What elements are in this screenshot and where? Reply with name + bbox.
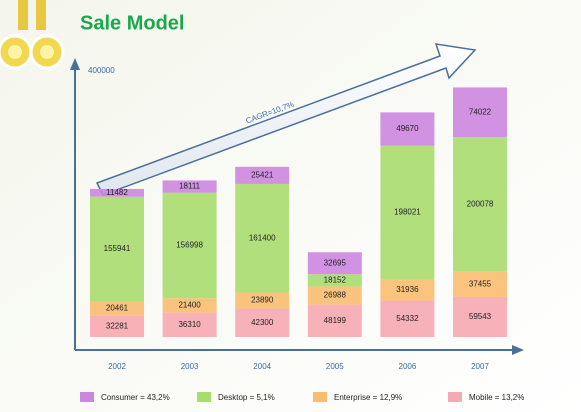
data-label: 59543	[469, 312, 492, 321]
bar-segment	[380, 300, 435, 337]
data-label: 198021	[394, 208, 421, 217]
data-label: 18111	[179, 182, 201, 191]
x-tick-label: 2007	[471, 362, 489, 371]
bar-segment	[307, 252, 362, 275]
data-label: 23890	[251, 296, 274, 305]
bar-segment	[380, 112, 435, 146]
data-label: 74022	[469, 107, 492, 116]
data-label: 21400	[178, 300, 201, 309]
bar-segment	[162, 192, 217, 299]
data-label: 48199	[324, 316, 347, 325]
bar-segment	[380, 278, 435, 301]
x-tick-label: 2004	[253, 362, 271, 371]
data-label: 42300	[251, 318, 274, 327]
bar-segment	[90, 196, 144, 302]
bar-segment	[162, 312, 217, 337]
trend-arrow	[95, 43, 477, 196]
bar-segment	[453, 296, 507, 337]
bar-segment	[453, 271, 507, 297]
x-tick-label: 2006	[399, 362, 417, 371]
data-label: 49670	[396, 124, 419, 133]
legend-swatch	[313, 392, 327, 402]
bar-segment	[380, 145, 435, 279]
legend-label: Enterprise = 12,9%	[334, 393, 402, 402]
bar-segment	[162, 180, 217, 193]
legend-swatch	[448, 392, 462, 402]
bar-segment	[235, 292, 290, 309]
data-label: 18152	[324, 275, 347, 284]
data-label: 25421	[251, 171, 274, 180]
data-label: 200078	[467, 200, 494, 209]
bar-segment	[453, 137, 507, 272]
bar-segment	[90, 301, 144, 316]
data-label: 32281	[106, 321, 129, 330]
bar-segment	[90, 188, 144, 197]
axes	[70, 58, 524, 355]
x-tick-label: 2005	[326, 362, 344, 371]
legend-label: Consumer = 43,2%	[101, 393, 170, 402]
bar-segment	[235, 183, 290, 293]
data-label: 155941	[104, 244, 131, 253]
data-label: 26988	[324, 291, 347, 300]
medal-decoration	[0, 0, 65, 70]
data-label: 11482	[106, 188, 128, 197]
x-tick-label: 2003	[181, 362, 199, 371]
data-label: 31936	[396, 285, 419, 294]
x-tick-label: 2002	[108, 362, 126, 371]
data-label: 36310	[178, 320, 201, 329]
bar-segment	[90, 315, 144, 337]
legend-label: Mobile = 13,2%	[469, 393, 524, 402]
data-label: 156998	[176, 241, 203, 250]
y-tick-label: 400000	[88, 66, 115, 75]
legend-swatch	[197, 392, 211, 402]
data-label: 37455	[469, 279, 492, 288]
bar-segment	[453, 87, 507, 138]
bar-segment	[235, 308, 290, 337]
data-label: 161400	[249, 233, 276, 242]
data-label: 54332	[396, 314, 419, 323]
legend-swatch	[80, 392, 94, 402]
legend-label: Desktop = 5,1%	[218, 393, 275, 402]
bar-segment	[162, 298, 217, 313]
bar-segment	[307, 286, 362, 305]
bar-segment	[307, 304, 362, 337]
data-label: 32695	[324, 258, 347, 267]
chart-title: Sale Model	[80, 12, 184, 34]
bar-segment	[235, 166, 290, 184]
bar-segment	[307, 274, 362, 287]
data-label: 20461	[106, 304, 129, 313]
